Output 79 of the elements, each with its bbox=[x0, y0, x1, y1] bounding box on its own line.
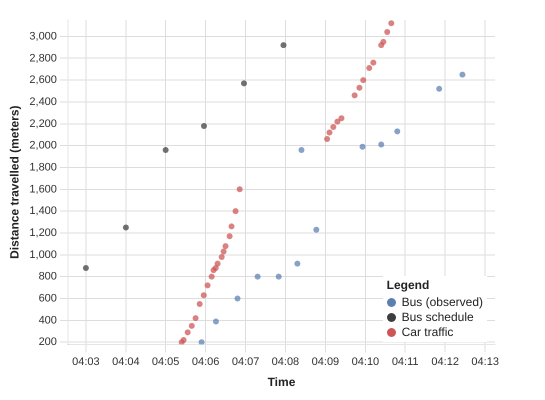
point bbox=[208, 274, 215, 280]
x-tick-label: 04:07 bbox=[232, 356, 260, 368]
point bbox=[280, 42, 286, 48]
point bbox=[204, 282, 211, 288]
point bbox=[254, 274, 261, 280]
legend-label: Bus schedule bbox=[402, 310, 474, 324]
point bbox=[188, 322, 195, 329]
y-tick-label: 400 bbox=[38, 314, 57, 326]
point bbox=[200, 292, 207, 298]
y-tick-label: 800 bbox=[38, 270, 57, 283]
point bbox=[226, 233, 233, 240]
point bbox=[384, 29, 390, 36]
legend-title: Legend bbox=[386, 278, 430, 292]
point bbox=[360, 77, 366, 84]
point bbox=[240, 80, 247, 86]
point bbox=[192, 315, 199, 322]
x-tick-label: 04:11 bbox=[392, 356, 419, 368]
point bbox=[334, 118, 340, 125]
y-tick-label: 1,200 bbox=[29, 227, 57, 240]
y-tick-label: 1,800 bbox=[29, 161, 57, 174]
point bbox=[212, 318, 219, 324]
y-tick-label: 2,800 bbox=[29, 52, 57, 64]
point bbox=[196, 300, 203, 307]
point bbox=[360, 144, 366, 150]
point bbox=[436, 86, 442, 92]
x-tick-label: 04:04 bbox=[112, 356, 140, 368]
point bbox=[162, 146, 169, 153]
x-tick-label: 04:10 bbox=[352, 356, 380, 368]
point bbox=[218, 254, 225, 260]
point bbox=[82, 264, 89, 271]
point bbox=[324, 136, 330, 142]
x-tick-label: 04:05 bbox=[152, 356, 180, 368]
legend-label: Car traffic bbox=[402, 325, 454, 339]
point bbox=[330, 124, 336, 130]
point bbox=[236, 186, 243, 192]
x-tick-label: 04:09 bbox=[312, 356, 340, 368]
y-tick-label: 1,000 bbox=[29, 248, 57, 261]
point bbox=[380, 38, 386, 45]
point bbox=[228, 223, 235, 230]
point bbox=[200, 122, 207, 129]
y-tick-label: 200 bbox=[38, 336, 57, 348]
point bbox=[234, 296, 241, 302]
point bbox=[352, 92, 358, 98]
point bbox=[294, 260, 300, 267]
x-axis-title: Time bbox=[268, 375, 296, 390]
y-tick-label: 600 bbox=[38, 292, 57, 305]
x-tick-label: 04:13 bbox=[471, 356, 499, 368]
point bbox=[394, 128, 400, 134]
point bbox=[370, 60, 376, 66]
y-tick-label: 1,400 bbox=[29, 205, 57, 218]
point bbox=[222, 243, 229, 250]
legend-label: Bus (observed) bbox=[402, 295, 483, 309]
x-tick-label: 04:12 bbox=[431, 356, 459, 368]
point bbox=[276, 274, 282, 280]
point bbox=[198, 339, 205, 344]
x-tick-label: 04:08 bbox=[272, 356, 300, 368]
y-axis-title: Distance travelled (meters) bbox=[8, 105, 22, 259]
point bbox=[232, 208, 239, 214]
point bbox=[356, 84, 362, 91]
point bbox=[122, 224, 129, 231]
point bbox=[220, 248, 227, 255]
point bbox=[313, 226, 320, 233]
point bbox=[459, 72, 466, 78]
point bbox=[366, 65, 372, 72]
y-tick-label: 2,400 bbox=[29, 96, 57, 108]
y-tick-label: 3,000 bbox=[29, 30, 57, 42]
point bbox=[378, 142, 384, 148]
y-tick-label: 2,600 bbox=[29, 74, 57, 86]
y-tick-label: 2,200 bbox=[29, 118, 57, 130]
x-tick-label: 04:06 bbox=[192, 356, 220, 368]
y-tick-label: 1,600 bbox=[29, 183, 57, 196]
x-tick-label: 04:03 bbox=[72, 356, 100, 368]
point bbox=[214, 260, 221, 267]
point bbox=[298, 146, 304, 153]
point bbox=[326, 130, 332, 136]
point bbox=[338, 115, 344, 122]
point bbox=[184, 329, 191, 336]
point bbox=[388, 20, 394, 26]
y-tick-label: 2,000 bbox=[29, 140, 57, 152]
